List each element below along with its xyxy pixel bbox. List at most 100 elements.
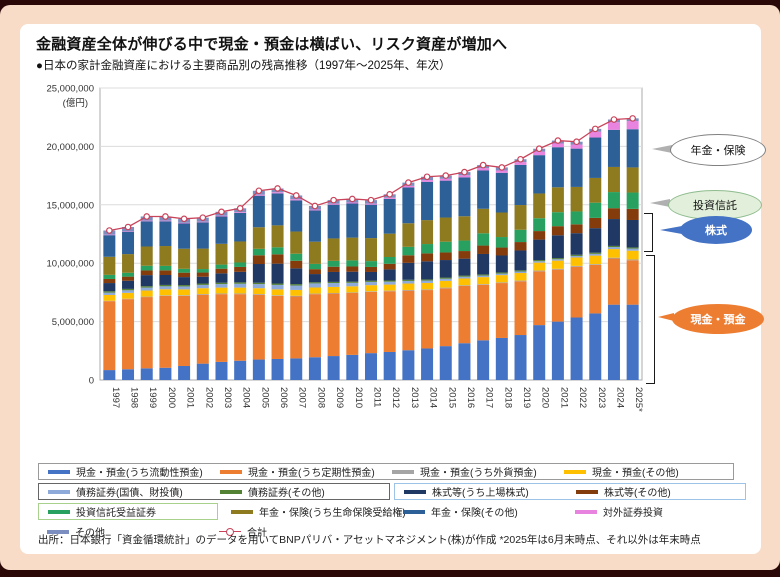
callout-cash-label: 現金・預金: [690, 314, 746, 326]
page-background: 金融資産全体が伸びる中で現金・預金は横ばい、リスク資産が増加へ ●日本の家計金融…: [0, 5, 780, 570]
bar-1997: [103, 230, 116, 380]
total-marker: [180, 215, 188, 223]
stocks-bracket: [644, 213, 653, 252]
total-marker: [274, 185, 281, 192]
total-line-swatch: [219, 527, 241, 536]
total-marker: [498, 164, 506, 171]
callout-stocks-label: 株式: [705, 225, 727, 237]
total-marker: [349, 195, 356, 203]
legend-label: 株式等(その他): [604, 488, 671, 499]
x-tick-label: 2009: [334, 387, 345, 408]
legend-label: 現金・預金(うち定期性預金): [248, 468, 375, 479]
series-swatch: [392, 469, 414, 474]
bar-2014: [421, 176, 434, 380]
legend-label: 年金・保険(その他): [431, 508, 518, 519]
x-tick-label: 2012: [390, 387, 401, 408]
series-swatch: [231, 509, 253, 514]
total-marker: [405, 179, 412, 186]
x-tick-label: 2004: [241, 387, 252, 408]
total-marker: [610, 116, 618, 123]
legend-label: 現金・預金(うち流動性預金): [76, 468, 203, 479]
bar-2024: [607, 119, 620, 380]
legend-item: その他: [41, 524, 213, 539]
bar-2002: [196, 217, 209, 380]
pension-callout-tail: [652, 145, 672, 153]
x-tick-label: 2011: [372, 387, 383, 407]
total-marker: [330, 196, 337, 204]
x-tick-label: 2016: [465, 387, 476, 408]
legend-label: 現金・預金(その他): [592, 468, 679, 479]
total-marker: [124, 223, 132, 231]
y-tick-label: 0: [89, 376, 94, 387]
total-marker: [311, 202, 319, 210]
x-tick-label: 2017: [484, 387, 495, 408]
legend-label: その他: [75, 528, 105, 539]
total-marker: [461, 168, 468, 176]
legend-row-4: その他 合計: [38, 522, 750, 541]
total-marker: [106, 227, 113, 234]
trust-callout-tail: [650, 199, 670, 207]
x-tick-label: 2013: [409, 387, 420, 408]
callout-trust: 投資信託: [668, 190, 762, 220]
series-swatch: [575, 509, 597, 514]
x-tick-label: 2008: [315, 387, 326, 408]
callout-pension: 年金・保険: [670, 134, 766, 166]
bar-2023: [589, 128, 602, 380]
legend-group: 投資信託受益証券: [38, 503, 218, 520]
x-tick-label: 1998: [129, 387, 140, 408]
bar-2020: [533, 148, 546, 380]
y-tick-label: 15,000,000: [46, 200, 94, 211]
x-tick-label: 2010: [353, 387, 364, 408]
total-marker: [591, 125, 599, 133]
legend-label: 株式等(うち上場株式): [432, 488, 529, 499]
bar-2006: [271, 188, 284, 380]
bar-2012: [383, 194, 396, 380]
legend-group: その他 合計: [38, 523, 388, 540]
bar-1998: [122, 226, 135, 380]
total-marker: [629, 115, 636, 122]
series-swatch: [403, 509, 425, 514]
legend-item: 対外証券投資: [569, 504, 741, 519]
x-tick-label: 2025*: [633, 387, 644, 412]
legend-item: 投資信託受益証券: [42, 504, 214, 519]
bar-2017: [477, 165, 490, 380]
series-swatch: [576, 489, 598, 494]
total-marker: [143, 213, 151, 220]
y-tick-label: 20,000,000: [46, 142, 94, 153]
bar-2021: [551, 140, 564, 380]
legend-group: 債務証券(国債、財投債) 債務証券(その他): [38, 483, 390, 500]
total-marker: [199, 214, 207, 221]
bar-2019: [514, 159, 527, 380]
y-tick-label: 25,000,000: [46, 84, 94, 95]
bar-2011: [365, 200, 377, 380]
x-tick-label: 2024: [614, 387, 625, 408]
bar-2018: [495, 167, 508, 380]
bar-1999: [140, 216, 153, 380]
bar-2010: [346, 198, 359, 380]
bar-2022: [570, 141, 583, 380]
x-tick-label: 2021: [558, 387, 569, 408]
x-tick-label: 1999: [147, 387, 158, 408]
bar-2016: [458, 172, 471, 380]
chart-card: 金融資産全体が伸びる中で現金・預金は横ばい、リスク資産が増加へ ●日本の家計金融…: [20, 24, 766, 554]
legend-label: 合計: [247, 528, 267, 539]
bar-2009: [327, 200, 340, 380]
series-swatch: [220, 469, 242, 474]
legend-item: 現金・預金(うち定期性預金): [214, 464, 386, 479]
total-marker: [162, 213, 169, 220]
total-marker: [442, 172, 450, 179]
total-marker: [218, 208, 225, 216]
legend-row-3: 投資信託受益証券 年金・保険(うち生命保険受給権) 年金・保険(その他) 対外証券投資: [38, 502, 750, 521]
x-tick-label: 2015: [446, 387, 457, 408]
total-marker: [517, 155, 524, 163]
bar-2013: [402, 182, 415, 380]
callout-pension-label: 年金・保険: [690, 145, 746, 157]
legend-row-2: 債務証券(国債、財投債) 債務証券(その他) 株式等(うち上場株式) 株式等(その他): [38, 482, 750, 501]
series-swatch: [404, 489, 426, 494]
chart-legend: 現金・預金(うち流動性預金) 現金・預金(うち定期性預金) 現金・預金(うち外貨預金…: [38, 462, 750, 542]
legend-item: 年金・保険(うち生命保険受給権): [225, 504, 406, 519]
cash-callout-tail: [658, 313, 674, 321]
total-marker: [479, 161, 487, 169]
legend-item: 年金・保険(その他): [397, 504, 569, 519]
legend-item: 現金・預金(うち流動性預金): [42, 464, 214, 479]
